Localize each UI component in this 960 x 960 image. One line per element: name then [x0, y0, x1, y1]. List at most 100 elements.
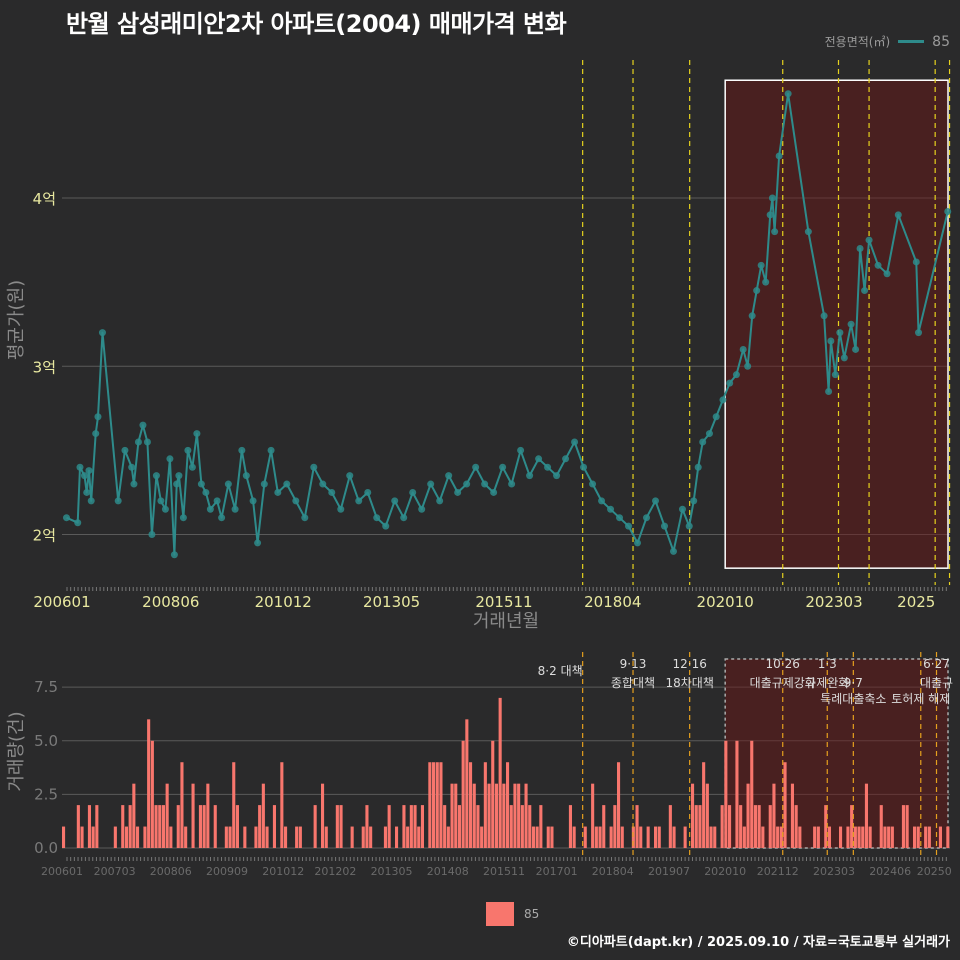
- price-data-point: [319, 480, 327, 488]
- volume-x-tick-label: 201511: [483, 865, 525, 878]
- price-data-point: [206, 505, 214, 513]
- volume-bar: [191, 783, 195, 848]
- price-x-tick-label: 201511: [475, 593, 532, 611]
- volume-x-tick-label: 201804: [592, 865, 634, 878]
- volume-bar: [461, 740, 465, 848]
- volume-bar: [853, 826, 857, 848]
- volume-bar: [395, 826, 399, 848]
- volume-bar: [184, 826, 188, 848]
- volume-bar: [383, 826, 387, 848]
- volume-bar: [761, 826, 765, 848]
- volume-bar: [868, 826, 872, 848]
- price-data-point: [699, 438, 707, 446]
- volume-bar: [446, 826, 450, 848]
- price-data-point: [831, 371, 839, 379]
- volume-bar: [324, 826, 328, 848]
- volume-bar: [506, 762, 510, 848]
- volume-bar: [850, 805, 854, 848]
- price-data-point: [166, 455, 174, 463]
- legend-title: 전용면적(㎡): [824, 35, 891, 49]
- price-data-point: [193, 430, 201, 438]
- volume-bar: [739, 805, 743, 848]
- price-data-point: [836, 329, 844, 337]
- volume-bar: [235, 805, 239, 848]
- price-series-line: [66, 92, 949, 556]
- price-data-point: [847, 320, 855, 328]
- price-data-point: [157, 497, 165, 505]
- price-data-point: [188, 463, 196, 471]
- volume-bar: [639, 826, 643, 848]
- volume-bar: [816, 826, 820, 848]
- price-data-point: [944, 207, 952, 215]
- price-data-point: [92, 430, 100, 438]
- price-data-point: [213, 497, 221, 505]
- price-data-point: [184, 446, 192, 454]
- volume-bar: [417, 826, 421, 848]
- volume-bar: [839, 826, 843, 848]
- price-data-point: [260, 480, 268, 488]
- volume-x-tick-label: 200601: [41, 865, 83, 878]
- price-data-point: [242, 472, 250, 480]
- volume-bar: [746, 783, 750, 848]
- price-data-point: [634, 539, 642, 547]
- volume-bar: [613, 805, 617, 848]
- volume-bar: [491, 740, 495, 848]
- price-data-point: [292, 497, 300, 505]
- price-data-point: [827, 337, 835, 345]
- legend-line-swatch: [898, 40, 925, 43]
- price-data-point: [152, 472, 160, 480]
- volume-bar: [631, 826, 635, 848]
- volume-bar: [413, 805, 417, 848]
- volume-bar: [568, 805, 572, 848]
- volume-bar: [783, 762, 787, 848]
- price-data-point: [238, 446, 246, 454]
- volume-bar: [494, 783, 498, 848]
- volume-bar: [402, 805, 406, 848]
- volume-bar: [361, 826, 365, 848]
- price-data-point: [820, 312, 828, 320]
- volume-bar: [272, 805, 276, 848]
- price-data-point: [128, 463, 136, 471]
- volume-bar: [702, 762, 706, 848]
- volume-bar: [683, 826, 687, 848]
- volume-bar: [202, 805, 206, 848]
- volume-bar: [439, 762, 443, 848]
- volume-bar: [128, 805, 132, 848]
- volume-bar: [224, 826, 228, 848]
- price-data-point: [98, 329, 106, 337]
- price-data-point: [80, 472, 88, 480]
- credit-text: ©디아파트(dapt.kr) / 2025.09.10 / 자료=국토교통부 실…: [566, 935, 950, 950]
- volume-bar: [91, 826, 95, 848]
- price-data-point: [753, 287, 761, 295]
- price-x-tick-label: 201804: [584, 593, 641, 611]
- volume-x-tick-label: 202112: [757, 865, 799, 878]
- volume-x-tick-label: 20250: [917, 865, 952, 878]
- volume-bar: [635, 805, 639, 848]
- price-data-point: [231, 505, 239, 513]
- price-data-point: [400, 514, 408, 522]
- volume-bar: [232, 762, 236, 848]
- annotation-date: 6·27: [923, 657, 950, 671]
- price-data-point: [283, 480, 291, 488]
- volume-bar: [698, 805, 702, 848]
- price-data-point: [685, 522, 693, 530]
- volume-bar: [794, 805, 798, 848]
- volume-bar: [546, 826, 550, 848]
- volume-bar: [742, 826, 746, 848]
- price-data-point: [139, 421, 147, 429]
- volume-bar: [161, 805, 165, 848]
- volume-x-tick-label: 202303: [813, 865, 855, 878]
- volume-y-tick-label: 7.5: [34, 678, 58, 696]
- price-data-point: [454, 488, 462, 496]
- price-data-point: [553, 472, 561, 480]
- price-data-point: [607, 505, 615, 513]
- volume-x-tick-label: 201202: [314, 865, 356, 878]
- volume-bar: [757, 805, 761, 848]
- volume-bar: [591, 783, 595, 848]
- price-x-tick-label: 202303: [805, 593, 862, 611]
- volume-bar: [169, 826, 173, 848]
- price-data-point: [712, 413, 720, 421]
- price-y-tick-label: 4억: [33, 190, 56, 208]
- volume-bar: [339, 805, 343, 848]
- price-data-point: [825, 388, 833, 396]
